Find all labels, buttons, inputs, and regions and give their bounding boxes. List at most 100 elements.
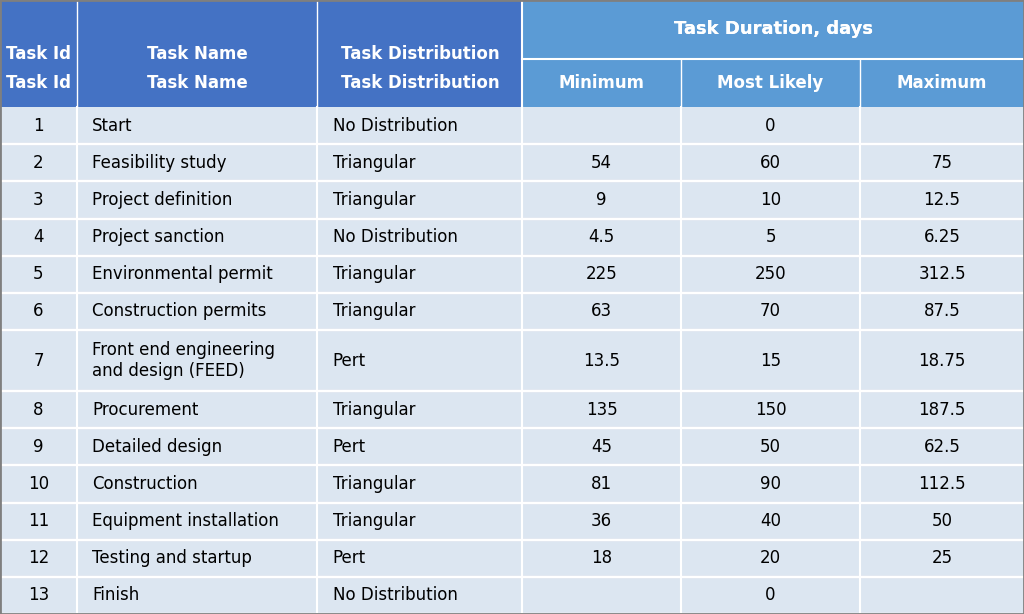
Bar xyxy=(317,107,522,144)
Bar xyxy=(681,144,860,181)
Bar xyxy=(77,107,317,144)
Bar xyxy=(77,181,317,219)
Bar xyxy=(522,577,681,614)
Bar xyxy=(681,465,860,503)
Bar xyxy=(317,0,522,107)
Bar xyxy=(77,144,317,181)
Text: Task Id: Task Id xyxy=(6,74,71,92)
Text: 63: 63 xyxy=(591,302,612,321)
Text: 70: 70 xyxy=(760,302,781,321)
Bar xyxy=(0,391,77,429)
Text: 9: 9 xyxy=(596,191,607,209)
Text: 10: 10 xyxy=(28,475,49,493)
Text: 18.75: 18.75 xyxy=(919,352,966,370)
Bar xyxy=(681,59,860,107)
Text: Front end engineering
and design (FEED): Front end engineering and design (FEED) xyxy=(92,341,275,380)
Text: 87.5: 87.5 xyxy=(924,302,961,321)
Bar xyxy=(0,255,77,293)
Text: 312.5: 312.5 xyxy=(919,265,966,283)
Bar xyxy=(860,465,1024,503)
Bar xyxy=(860,293,1024,330)
Bar xyxy=(0,577,77,614)
Bar xyxy=(522,465,681,503)
Bar xyxy=(317,503,522,540)
Text: Equipment installation: Equipment installation xyxy=(92,512,279,530)
Text: Task Id: Task Id xyxy=(6,45,71,63)
Text: Triangular: Triangular xyxy=(333,475,416,493)
Bar xyxy=(0,144,77,181)
Bar xyxy=(860,391,1024,429)
Bar xyxy=(860,144,1024,181)
Text: No Distribution: No Distribution xyxy=(333,228,458,246)
Text: Task Distribution: Task Distribution xyxy=(341,74,499,92)
Bar xyxy=(77,219,317,255)
Text: 81: 81 xyxy=(591,475,612,493)
Text: 50: 50 xyxy=(760,438,781,456)
Bar xyxy=(77,255,317,293)
Text: Triangular: Triangular xyxy=(333,302,416,321)
Text: 10: 10 xyxy=(760,191,781,209)
Bar xyxy=(0,219,77,255)
Bar xyxy=(0,540,77,577)
Bar xyxy=(681,540,860,577)
Bar xyxy=(860,577,1024,614)
Text: Task Duration, days: Task Duration, days xyxy=(674,20,872,39)
Bar xyxy=(317,429,522,465)
Bar xyxy=(0,181,77,219)
Bar xyxy=(317,330,522,391)
Bar xyxy=(77,0,317,107)
Text: 12.5: 12.5 xyxy=(924,191,961,209)
Bar xyxy=(860,540,1024,577)
Bar xyxy=(0,293,77,330)
Bar xyxy=(860,107,1024,144)
Bar xyxy=(860,219,1024,255)
Bar xyxy=(522,59,681,107)
Text: 40: 40 xyxy=(760,512,781,530)
Text: Task Duration, days: Task Duration, days xyxy=(674,20,872,39)
Text: 13: 13 xyxy=(28,586,49,604)
Text: Triangular: Triangular xyxy=(333,265,416,283)
Bar xyxy=(77,391,317,429)
Text: 135: 135 xyxy=(586,401,617,419)
Text: 20: 20 xyxy=(760,550,781,567)
Text: 187.5: 187.5 xyxy=(919,401,966,419)
Bar xyxy=(0,429,77,465)
Bar xyxy=(77,59,317,107)
Text: 0: 0 xyxy=(765,117,776,134)
Bar xyxy=(681,181,860,219)
Text: Pert: Pert xyxy=(333,352,366,370)
Bar xyxy=(0,330,77,391)
Bar xyxy=(522,391,681,429)
Text: 36: 36 xyxy=(591,512,612,530)
Text: Feasibility study: Feasibility study xyxy=(92,154,226,172)
Bar xyxy=(0,503,77,540)
Text: Start: Start xyxy=(92,117,133,134)
Text: Testing and startup: Testing and startup xyxy=(92,550,252,567)
Text: 11: 11 xyxy=(28,512,49,530)
Text: 7: 7 xyxy=(33,352,44,370)
Text: Environmental permit: Environmental permit xyxy=(92,265,273,283)
Bar xyxy=(77,330,317,391)
Text: 6.25: 6.25 xyxy=(924,228,961,246)
Bar xyxy=(77,465,317,503)
Bar xyxy=(77,503,317,540)
Text: 50: 50 xyxy=(932,512,952,530)
Bar xyxy=(522,293,681,330)
Text: 18: 18 xyxy=(591,550,612,567)
Text: 62.5: 62.5 xyxy=(924,438,961,456)
Text: 25: 25 xyxy=(932,550,952,567)
Bar xyxy=(860,503,1024,540)
Bar xyxy=(522,107,681,144)
Text: Pert: Pert xyxy=(333,550,366,567)
Bar xyxy=(681,255,860,293)
Bar xyxy=(860,181,1024,219)
Bar xyxy=(681,577,860,614)
Bar xyxy=(522,330,681,391)
Text: Triangular: Triangular xyxy=(333,154,416,172)
Text: Construction permits: Construction permits xyxy=(92,302,266,321)
Text: 3: 3 xyxy=(33,191,44,209)
Text: 12: 12 xyxy=(28,550,49,567)
Bar xyxy=(317,255,522,293)
Text: 250: 250 xyxy=(755,265,786,283)
Bar xyxy=(522,144,681,181)
